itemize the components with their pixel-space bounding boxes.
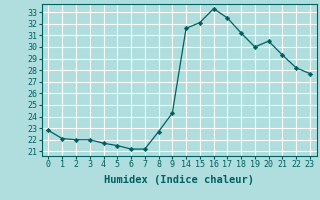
X-axis label: Humidex (Indice chaleur): Humidex (Indice chaleur) — [104, 175, 254, 185]
